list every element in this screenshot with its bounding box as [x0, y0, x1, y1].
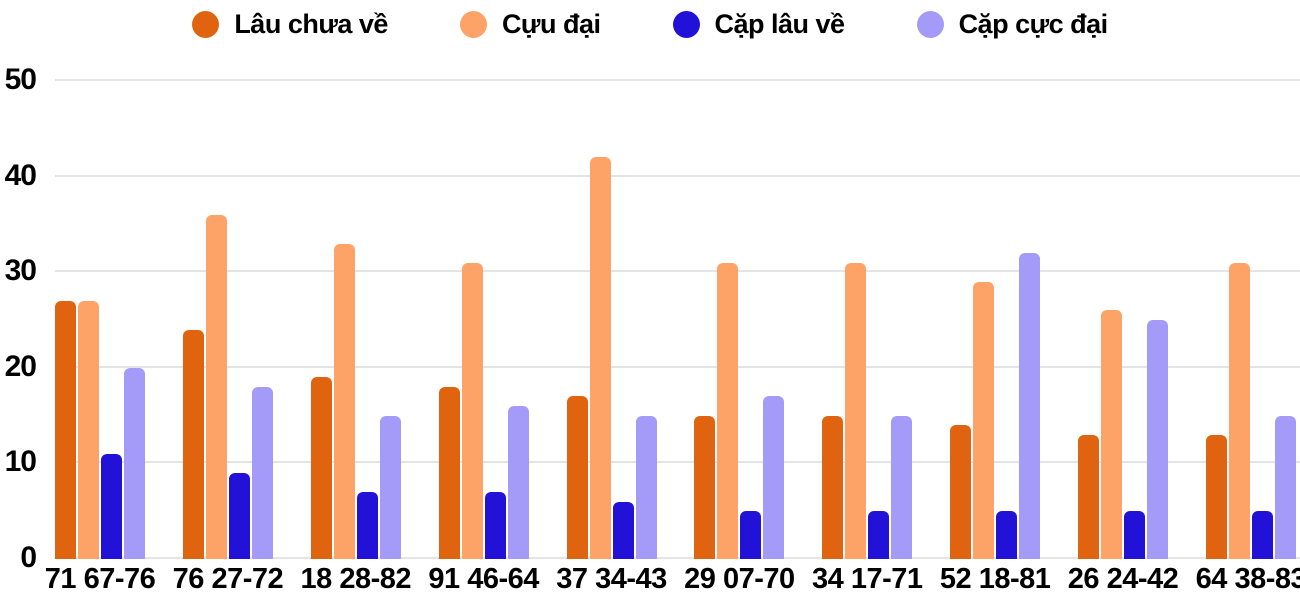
- bar: [1078, 435, 1099, 559]
- bar-group: [822, 81, 913, 559]
- bar: [822, 416, 844, 559]
- bar: [740, 511, 762, 559]
- x-axis-label: 29 07-70: [684, 563, 795, 595]
- x-axis-label: 18 28-82: [300, 563, 412, 595]
- x-axis-label: 26 24-42: [1067, 563, 1179, 595]
- gridline: [55, 557, 1300, 559]
- bar-group: [694, 81, 785, 559]
- bar: [950, 425, 972, 559]
- bar: [717, 263, 739, 559]
- bar: [612, 502, 634, 559]
- bar-group: [438, 81, 529, 559]
- legend-label: Cặp lâu về: [714, 8, 846, 39]
- bar: [78, 301, 99, 559]
- gridline: [55, 366, 1300, 368]
- y-axis-tick: 0: [20, 541, 37, 574]
- bar: [891, 416, 913, 559]
- legend-swatch: [672, 10, 700, 38]
- x-axis-label: 91 46-64: [428, 563, 539, 595]
- bar: [1251, 511, 1273, 559]
- bar: [635, 416, 657, 559]
- legend-item-cuu-dai: Cựu đại: [459, 8, 601, 40]
- legend-item-cap-cuc-dai: Cặp cực đại: [916, 8, 1109, 40]
- y-axis-tick: 50: [4, 63, 37, 96]
- bar: [1274, 416, 1296, 559]
- bar: [356, 492, 378, 559]
- x-axis-label: 52 18-81: [939, 563, 1051, 595]
- bar: [182, 330, 204, 559]
- y-axis-tick: 20: [4, 350, 37, 383]
- bar: [763, 396, 785, 559]
- legend-item-lau-chua-ve: Lâu chưa về: [192, 9, 388, 40]
- x-axis-label: 34 17-71: [812, 563, 923, 595]
- bar: [251, 387, 273, 559]
- bar-group: [182, 81, 273, 559]
- legend-label: Lâu chưa về: [234, 8, 388, 39]
- bar: [868, 511, 890, 559]
- bar: [1019, 253, 1041, 559]
- bar: [507, 406, 529, 559]
- x-axis-label: 71 67-76: [44, 563, 156, 595]
- bar: [973, 282, 995, 559]
- bar-group: [310, 81, 401, 559]
- bar: [1228, 263, 1250, 559]
- bar: [694, 416, 716, 559]
- gridline: [55, 270, 1300, 272]
- legend-label: Cặp cực đại: [958, 8, 1109, 39]
- bar: [1124, 511, 1145, 559]
- y-axis-tick: 30: [4, 254, 37, 287]
- x-axis-label: 76 27-72: [172, 563, 284, 595]
- bar: [310, 377, 332, 559]
- legend-item-cap-lau-ve: Cặp lâu về: [672, 8, 846, 40]
- gridline: [55, 461, 1300, 463]
- legend-swatch: [459, 10, 487, 38]
- x-axis: 71 67-76 76 27-72 18 28-82 91 46-64 37 3…: [45, 563, 1300, 596]
- bar: [438, 387, 460, 559]
- chart-legend: Lâu chưa về Cựu đại Cặp lâu về Cặp cực đ…: [0, 8, 1300, 40]
- bar: [589, 157, 611, 559]
- y-axis-tick: 40: [4, 159, 37, 192]
- bar: [333, 244, 355, 559]
- bar: [1205, 435, 1227, 559]
- bar: [484, 492, 506, 559]
- bar-group: [55, 81, 145, 559]
- bar: [205, 215, 227, 559]
- bar: [228, 473, 250, 559]
- bar: [124, 368, 145, 559]
- bar-group: [1205, 81, 1296, 559]
- bar: [1147, 320, 1168, 559]
- bar: [566, 396, 588, 559]
- gridline: [55, 79, 1300, 81]
- bar: [1101, 310, 1122, 559]
- legend-label: Cựu đại: [501, 8, 601, 39]
- bar: [996, 511, 1018, 559]
- x-axis-label: 64 38-83: [1195, 563, 1300, 595]
- bar: [845, 263, 867, 559]
- plot-area: [55, 81, 1296, 559]
- bar: [461, 263, 483, 559]
- legend-swatch: [916, 10, 944, 38]
- bar-group: [1078, 81, 1168, 559]
- gridline: [55, 175, 1300, 177]
- bar: [101, 454, 122, 559]
- x-axis-label: 37 34-43: [556, 563, 667, 595]
- bar: [379, 416, 401, 559]
- bar-group: [566, 81, 657, 559]
- bar-group: [950, 81, 1041, 559]
- bar: [55, 301, 76, 559]
- y-axis-tick: 10: [4, 445, 37, 478]
- legend-swatch: [192, 10, 220, 38]
